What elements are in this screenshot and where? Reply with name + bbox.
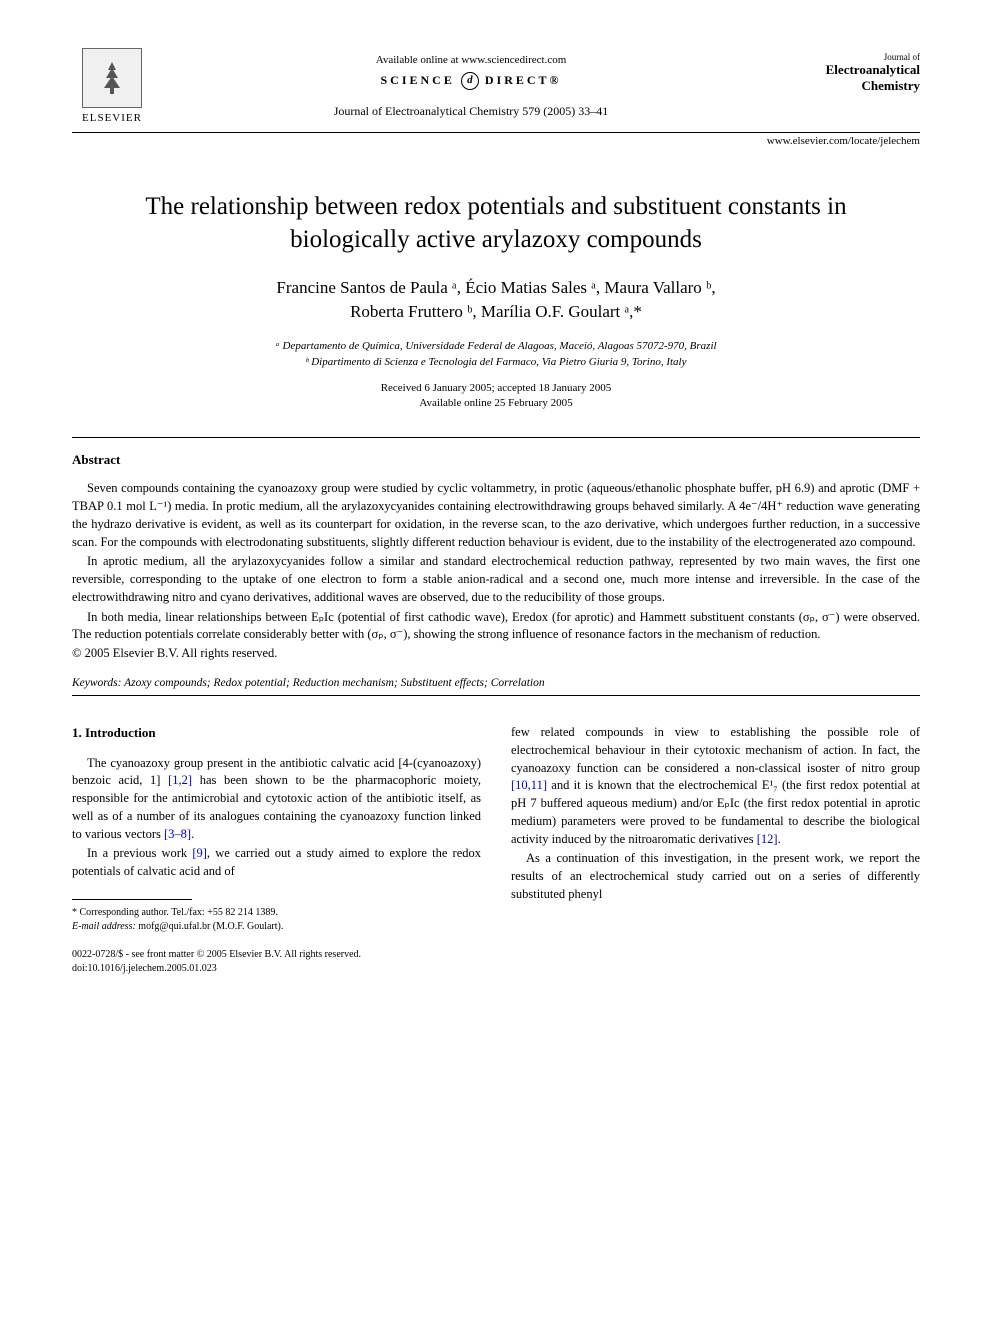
abstract-p1: Seven compounds containing the cyanoazox… [72,480,920,551]
corresponding-footnote: * Corresponding author. Tel./fax: +55 82… [72,906,481,934]
body-columns: 1. Introduction The cyanoazoxy group pre… [72,724,920,976]
page-header: ELSEVIER Available online at www.science… [72,48,920,124]
keywords: Keywords: Azoxy compounds; Redox potenti… [72,677,920,689]
affiliation-a: ᵃ Departamento de Química, Universidade … [72,338,920,355]
intro-left-p2: In a previous work [9], we carried out a… [72,845,481,881]
ref-link-12[interactable]: [12] [757,832,778,846]
sd-left: SCIENCE [381,73,455,87]
intro-left-p1: The cyanoazoxy group present in the anti… [72,755,481,844]
abstract-p3: In both media, linear relationships betw… [72,609,920,645]
footnote-rule [72,899,192,900]
affiliation-b: ᵇ Dipartimento di Scienza e Tecnologia d… [72,354,920,371]
right-column: few related compounds in view to establi… [511,724,920,976]
journal-reference: Journal of Electroanalytical Chemistry 5… [152,104,790,119]
keywords-label: Keywords: [72,677,121,689]
sd-right: DIRECT® [485,73,562,87]
elsevier-logo: ELSEVIER [72,48,152,124]
received-date: Received 6 January 2005; accepted 18 Jan… [72,381,920,396]
corr-author: * Corresponding author. Tel./fax: +55 82… [72,906,481,920]
locate-url: www.elsevier.com/locate/jelechem [72,135,920,147]
email-line: E-mail address: mofg@qui.ufal.br (M.O.F.… [72,920,481,934]
journal-name: Electroanalytical Chemistry [790,62,920,93]
copyright: © 2005 Elsevier B.V. All rights reserved… [72,646,920,661]
elsevier-label: ELSEVIER [72,112,152,124]
header-rule [72,132,920,133]
intro-heading: 1. Introduction [72,724,481,742]
intro-right-p2: As a continuation of this investigation,… [511,850,920,903]
authors-line1: Francine Santos de Paula ᵃ, Écio Matias … [72,276,920,300]
rp1c: . [778,832,781,846]
online-date: Available online 25 February 2005 [72,396,920,411]
ref-link-10-11[interactable]: [10,11] [511,778,547,792]
sd-circle-icon: d [461,72,479,90]
elsevier-tree-icon [82,48,142,108]
header-center: Available online at www.sciencedirect.co… [152,48,790,119]
abstract-top-rule [72,437,920,438]
authors-line2: Roberta Fruttero ᵇ, Marília O.F. Goulart… [72,300,920,324]
journal-logo: Journal of Electroanalytical Chemistry [790,48,920,93]
doi-line: doi:10.1016/j.jelechem.2005.01.023 [72,962,481,976]
issn-line: 0022-0728/$ - see front matter © 2005 El… [72,948,481,962]
article-dates: Received 6 January 2005; accepted 18 Jan… [72,381,920,412]
article-title: The relationship between redox potential… [72,191,920,256]
left-column: 1. Introduction The cyanoazoxy group pre… [72,724,481,976]
ref-link-1-2[interactable]: [1,2] [168,773,192,787]
available-online-text: Available online at www.sciencedirect.co… [152,54,790,66]
ref-link-3-8[interactable]: [3–8] [164,827,191,841]
keywords-text: Azoxy compounds; Redox potential; Reduct… [121,677,544,689]
science-direct-logo: SCIENCE d DIRECT® [152,72,790,90]
email-address[interactable]: mofg@qui.ufal.br [136,921,210,932]
abstract-p2: In aprotic medium, all the arylazoxycyan… [72,553,920,606]
email-label: E-mail address: [72,921,136,932]
ref-link-9[interactable]: [9] [192,846,207,860]
p2a: In a previous work [87,846,192,860]
journal-small-text: Journal of [790,52,920,62]
rp1a: few related compounds in view to establi… [511,725,920,775]
abstract-bottom-rule [72,695,920,696]
affiliations: ᵃ Departamento de Química, Universidade … [72,338,920,371]
intro-right-p1: few related compounds in view to establi… [511,724,920,848]
abstract-heading: Abstract [72,452,920,468]
bottom-meta: 0022-0728/$ - see front matter © 2005 El… [72,948,481,976]
rp1b: and it is known that the electrochemical… [511,778,920,845]
p1c: . [191,827,194,841]
email-after: (M.O.F. Goulart). [210,921,283,932]
authors: Francine Santos de Paula ᵃ, Écio Matias … [72,276,920,324]
